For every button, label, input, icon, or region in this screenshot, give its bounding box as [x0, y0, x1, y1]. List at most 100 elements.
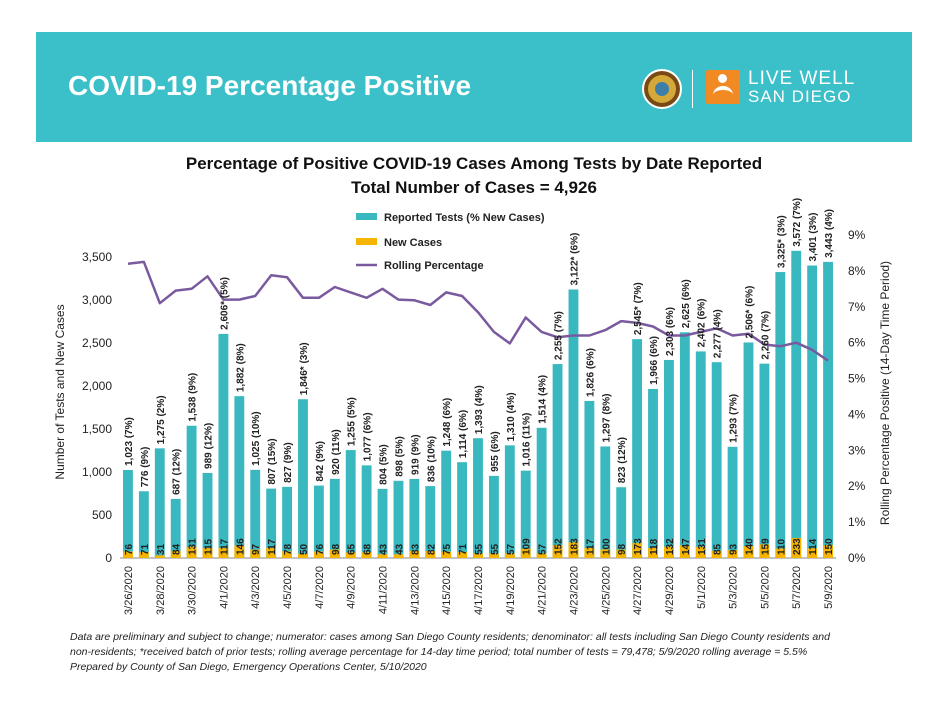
bar-value-label: 1,882 (8%): [235, 343, 246, 392]
chart-title: Percentage of Positive COVID-19 Cases Am…: [186, 154, 762, 173]
case-bar: [313, 551, 324, 558]
test-bar: [154, 448, 165, 558]
case-bar: [186, 546, 197, 558]
bar-value-label: 1,077 (6%): [363, 412, 374, 461]
test-bar: [664, 359, 674, 558]
bar-value-label: 842 (9%): [315, 441, 326, 482]
test-bar: [727, 446, 738, 558]
test-bar: [123, 470, 133, 558]
case-value-label: 140: [744, 538, 755, 555]
footnote-line-2: non-residents; *received batch of prior …: [70, 646, 808, 658]
case-value-label: 76: [124, 543, 135, 555]
test-bar: [600, 446, 611, 558]
bar-value-label: 3,325* (3%): [776, 215, 787, 268]
bar-value-label: 1,293 (7%): [729, 394, 740, 443]
test-bar: [807, 265, 818, 558]
y2-tick-label: 7%: [848, 300, 866, 314]
x-tick-label: 4/5/2020: [282, 566, 294, 609]
x-tick-label: 5/7/2020: [791, 566, 803, 609]
case-bar: [600, 549, 611, 558]
test-bar: [186, 425, 197, 558]
case-bar: [711, 550, 722, 558]
case-bar: [234, 545, 245, 558]
case-value-label: 131: [697, 538, 708, 555]
x-tick-label: 4/11/2020: [378, 566, 390, 614]
case-value-label: 43: [394, 543, 405, 555]
x-tick-label: 5/9/2020: [823, 566, 835, 609]
y-tick-label: 0: [105, 551, 112, 565]
test-bar: [329, 478, 340, 558]
case-bar: [170, 550, 181, 558]
case-bar: [473, 553, 483, 558]
bar-value-label: 1,275 (2%): [156, 395, 167, 444]
case-bar: [648, 547, 658, 558]
header-banner: COVID-19 Percentage Positive LIVE WELL S…: [36, 32, 912, 142]
y2-tick-label: 3%: [848, 443, 866, 457]
test-bar: [250, 469, 261, 558]
test-bar: [823, 261, 833, 558]
test-bar: [504, 445, 515, 558]
case-bar: [154, 555, 165, 558]
case-value-label: 146: [235, 538, 246, 555]
live-well-logo-icon: [706, 70, 740, 104]
x-tick-label: 5/1/2020: [696, 566, 708, 609]
case-bar: [632, 543, 643, 558]
bar-value-label: 3,443 (4%): [824, 209, 835, 258]
bar-value-label: 2,255 (7%): [554, 311, 565, 360]
case-bar: [727, 550, 738, 558]
test-bar: [170, 498, 181, 558]
case-value-label: 173: [633, 538, 644, 555]
case-bar: [409, 550, 420, 558]
bar-value-label: 2,402 (6%): [697, 299, 708, 348]
case-bar: [202, 548, 213, 558]
test-bar: [441, 450, 452, 558]
case-value-label: 83: [410, 543, 421, 555]
y2-tick-label: 6%: [848, 336, 866, 350]
case-bar: [488, 553, 499, 558]
bar-value-label: 1,023 (7%): [124, 417, 135, 466]
bar-value-label: 2,277 (4%): [713, 309, 724, 358]
y2-tick-label: 1%: [848, 515, 866, 529]
test-bar: [361, 465, 372, 558]
case-bar: [457, 551, 468, 558]
test-bar: [457, 462, 468, 558]
test-bar: [632, 339, 643, 558]
bar-value-label: 823 (12%): [617, 437, 628, 483]
test-bar: [393, 480, 404, 558]
x-tick-label: 4/17/2020: [473, 566, 485, 615]
case-value-label: 159: [760, 538, 771, 555]
case-value-label: 71: [140, 543, 151, 555]
case-value-label: 98: [617, 543, 628, 555]
case-value-label: 97: [251, 543, 262, 555]
bar-value-label: 1,310 (4%): [506, 392, 517, 441]
case-value-label: 57: [506, 543, 517, 555]
case-value-label: 65: [347, 543, 358, 555]
x-tick-label: 5/5/2020: [759, 566, 771, 609]
y2-axis-label: Rolling Percentage Positive (14-Day Time…: [878, 261, 892, 525]
bar-value-label: 807 (15%): [267, 438, 278, 484]
bar-value-label: 1,538 (9%): [188, 373, 199, 422]
x-tick-label: 4/25/2020: [600, 566, 612, 615]
bar-value-label: 1,255 (5%): [347, 397, 358, 446]
case-value-label: 50: [299, 543, 310, 555]
x-tick-label: 4/9/2020: [346, 566, 358, 609]
case-value-label: 110: [776, 538, 787, 555]
test-bar: [473, 438, 483, 558]
case-bar: [520, 548, 531, 558]
case-value-label: 76: [315, 543, 326, 555]
case-value-label: 114: [808, 538, 819, 555]
case-bar: [441, 551, 452, 558]
test-bar: [648, 388, 658, 558]
case-value-label: 109: [522, 538, 533, 555]
case-bar: [329, 549, 340, 558]
case-bar: [823, 545, 833, 558]
x-tick-label: 4/29/2020: [664, 566, 676, 615]
test-bar: [520, 470, 531, 558]
bar-value-label: 1,393 (4%): [474, 385, 485, 434]
test-bar: [138, 491, 149, 558]
bar-value-label: 2,606* (5%): [219, 277, 230, 330]
case-bar: [584, 547, 595, 558]
page-title: COVID-19 Percentage Positive: [68, 70, 472, 101]
case-bar: [504, 553, 515, 558]
test-bar: [791, 250, 802, 559]
